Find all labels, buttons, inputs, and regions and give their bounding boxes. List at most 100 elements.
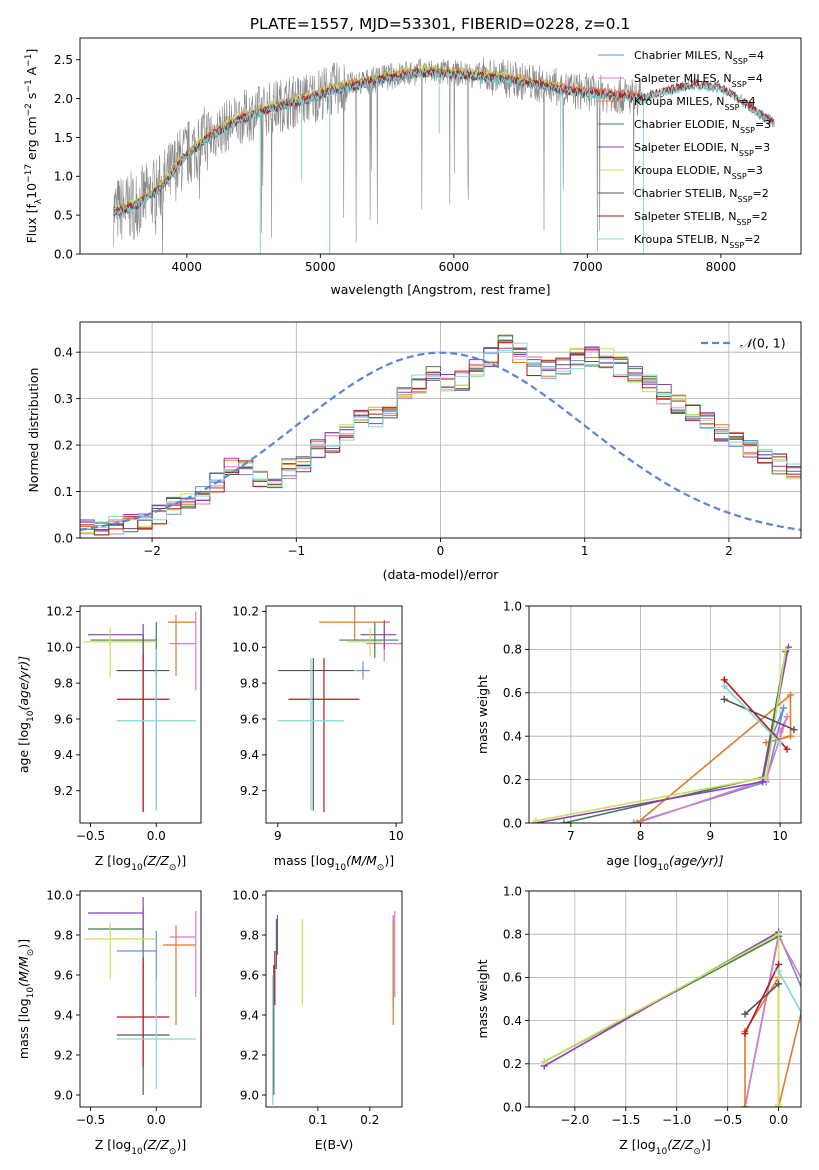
- weight-vs-age-ytick-label: 0.0: [503, 816, 522, 830]
- weight-point-marker: [720, 682, 728, 690]
- mass-vs-Z-ytick-label: 9.4: [54, 1008, 73, 1022]
- residuals-panel: −2 −1 0 1 2 0.0 0.1 0.2 0.3 0.4 (data-model)/error…: [26, 321, 802, 582]
- spectrum-ylabel: Flux [fλ10−17 erg cm−2 s−1 A−1]: [24, 49, 44, 244]
- weight-point-marker: [560, 819, 568, 823]
- error-bar-point: [116, 957, 170, 1067]
- legend-entry: Salpeter STELIB, NSSP=2: [634, 210, 768, 227]
- age-vs-Z-ylabel: age [log10(age/yr)]: [16, 656, 36, 773]
- weight-vs-Z-plot-area: [540, 928, 813, 1107]
- age-vs-mass-ytick-label: 10.2: [232, 605, 259, 619]
- weight-point-marker: [759, 778, 767, 786]
- weight-vs-Z-ytick-label: 0.6: [503, 971, 522, 985]
- mass-vs-ebv-panel: 0.1 0.2 9.0 9.2 9.4 9.6 9.8 10.0 E(B-V): [232, 888, 403, 1152]
- mass-vs-Z-ytick-label: 9.8: [54, 928, 73, 942]
- residual-histogram-series: [80, 342, 801, 530]
- age-vs-Z-ytick-label: 9.4: [54, 748, 73, 762]
- weight-vs-age-xtick-label: 8: [637, 829, 645, 843]
- model-spectrum-line: [113, 68, 775, 216]
- age-vs-Z-xtick-label: 0.0: [147, 829, 166, 843]
- weight-point-marker: [806, 1008, 813, 1015]
- weight-point-marker: [783, 745, 791, 753]
- mass-vs-Z-xlabel: Z [log10(Z/Z⊙)]: [95, 1137, 186, 1157]
- weight-vs-Z-xtick-label: −1.5: [611, 1113, 640, 1127]
- weight-point-marker: [783, 713, 791, 721]
- spectrum-xtick-label: 7000: [572, 260, 603, 274]
- weight-vs-age-panel: 7 8 9 10 0.0 0.2 0.4 0.6 0.8 1.0 age [log10(age/yr…: [475, 599, 802, 873]
- residuals-xtick-label: −2: [143, 544, 161, 558]
- error-bar-point: [87, 897, 144, 933]
- error-bar-point: [83, 923, 157, 979]
- weight-point-marker: [540, 1058, 548, 1066]
- mass-vs-Z-ylabel: mass [log10(M/M⊙)]: [16, 939, 36, 1059]
- weight-vs-age-plot-area: [532, 643, 798, 823]
- legend-entry: Kroupa ELODIE, NSSP=3: [634, 164, 763, 181]
- legend-entry: Kroupa STELIB, NSSP=2: [634, 233, 760, 250]
- mass-vs-EBV-xtick-label: 0.1: [308, 1113, 327, 1127]
- age-vs-Z-plot-area: [83, 611, 197, 813]
- spectrum-xlabel: wavelength [Angstrom, rest frame]: [330, 282, 550, 297]
- legend-entry: Chabrier MILES, NSSP=4: [634, 49, 764, 66]
- weight-vs-Z-grid: [529, 890, 801, 1108]
- age-vs-metallicity-panel: −0.5 0.0 9.2 9.4 9.6 9.8 10.0 10.2 Z [log10(Z/Z⊙…: [16, 605, 202, 873]
- weight-series-line: [543, 932, 780, 1105]
- weight-point-marker: [762, 773, 770, 781]
- weight-series-line: [723, 698, 795, 731]
- weight-point-marker: [787, 732, 795, 740]
- weight-vs-age-ytick-label: 0.6: [503, 686, 522, 700]
- weight-point-marker: [806, 1017, 813, 1024]
- error-bar-point: [116, 649, 196, 811]
- mass-vs-EBV-xtick-label: 0.2: [360, 1113, 379, 1127]
- spectrum-ytick-label: 2.0: [54, 92, 73, 106]
- age-vs-mass-frame: [265, 605, 403, 824]
- spectrum-xtick-label: 8000: [706, 260, 737, 274]
- age-vs-mass-panel: 9 10 9.2 9.4 9.6 9.8 10.0 10.2 mass [log10(M/M⊙)…: [232, 605, 403, 873]
- weight-vs-age-ytick-label: 1.0: [503, 599, 522, 613]
- weight-point-marker: [633, 819, 641, 823]
- residuals-xtick-label: 0: [437, 544, 445, 558]
- error-bar-point: [288, 658, 360, 813]
- age-vs-Z-ytick-label: 9.8: [54, 676, 73, 690]
- error-bar-point: [90, 622, 157, 676]
- age-vs-Z-xlabel: Z [log10(Z/Z⊙)]: [95, 853, 186, 873]
- weight-vs-age-ylabel: mass weight: [475, 675, 490, 754]
- age-vs-mass-ytick-label: 9.6: [240, 712, 259, 726]
- legend-entry: Chabrier STELIB, NSSP=2: [634, 187, 769, 204]
- mass-vs-EBV-plot-area: [272, 911, 396, 1105]
- weight-point-marker: [782, 645, 790, 653]
- mass-vs-Z-ytick-label: 9.0: [54, 1088, 73, 1102]
- mass-vs-Z-xtick-label: 0.0: [147, 1113, 166, 1127]
- weight-point-marker: [775, 930, 783, 938]
- weight-point-marker: [741, 1030, 749, 1038]
- age-vs-Z-xtick-label: −0.5: [76, 829, 105, 843]
- error-bar-point: [168, 614, 196, 676]
- weight-series-line: [723, 679, 788, 750]
- mass-vs-EBV-ytick-label: 9.8: [240, 928, 259, 942]
- weight-point-marker: [775, 1101, 783, 1107]
- mass-vs-EBV-ytick-label: 9.2: [240, 1048, 259, 1062]
- legend-entry: Chabrier ELODIE, NSSP=3: [634, 118, 771, 135]
- mass-vs-EBV-ytick-label: 9.4: [240, 1008, 259, 1022]
- spectrum-ytick-label: 0.5: [54, 208, 73, 222]
- residuals-grid: [80, 322, 801, 539]
- spectrum-legend: Chabrier MILES, NSSP=4 Salpeter MILES, NS…: [598, 49, 771, 250]
- weight-vs-Z-ytick-label: 0.2: [503, 1057, 522, 1071]
- weight-vs-Z-xtick-label: −1.0: [662, 1113, 691, 1127]
- weight-vs-Z-xtick-label: −2.0: [560, 1113, 589, 1127]
- weight-vs-Z-ytick-label: 1.0: [503, 884, 522, 898]
- spectrum-xtick-label: 5000: [305, 260, 336, 274]
- weight-vs-Z-frame: [528, 890, 802, 1108]
- error-bar-point: [277, 658, 345, 811]
- weight-vs-age-xlabel: age [log10(age/yr)]: [606, 853, 723, 873]
- mass-vs-Z-ytick-label: 10.0: [46, 888, 73, 902]
- weight-point-marker: [741, 1103, 749, 1107]
- residuals-ytick-label: 0.3: [54, 392, 73, 406]
- error-bar-point: [355, 661, 371, 680]
- weight-vs-Z-ytick-label: 0.8: [503, 928, 522, 942]
- age-vs-mass-xtick-label: 9: [274, 829, 282, 843]
- spectrum-ytick-label: 1.5: [54, 131, 73, 145]
- mass-vs-EBV-ytick-label: 9.6: [240, 968, 259, 982]
- weight-point-marker: [806, 989, 813, 996]
- mass-vs-metallicity-panel: −0.5 0.0 9.0 9.2 9.4 9.6 9.8 10.0 Z [log10(Z/Z⊙)…: [16, 888, 202, 1157]
- weight-vs-age-frame: [528, 605, 802, 824]
